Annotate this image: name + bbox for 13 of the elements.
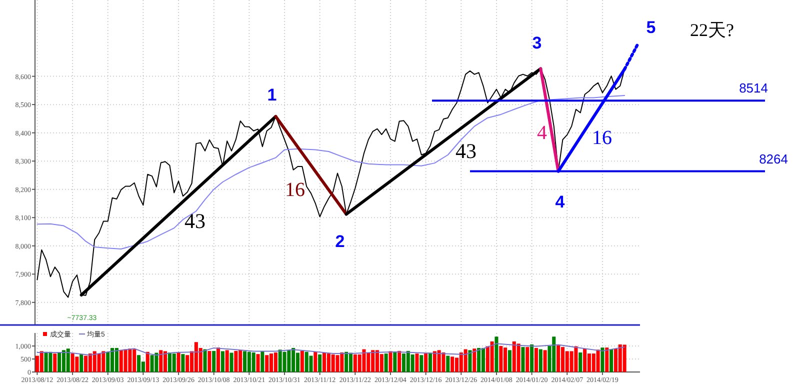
ref-line-label: 8514 [739,80,768,96]
annotation: 43 [184,209,206,233]
annotation: 43 [456,139,476,163]
annotation: 3 [532,34,542,53]
ref-line-label: 8264 [759,151,788,166]
annotation: 16 [285,179,305,201]
annotation: 2 [335,232,345,252]
annotation: 4 [555,192,566,212]
annotation: 1 [267,85,277,104]
text: 22天? [690,20,734,40]
text: 5 [646,18,656,37]
annotation: 16 [592,127,612,149]
annotation: 4 [537,122,547,144]
